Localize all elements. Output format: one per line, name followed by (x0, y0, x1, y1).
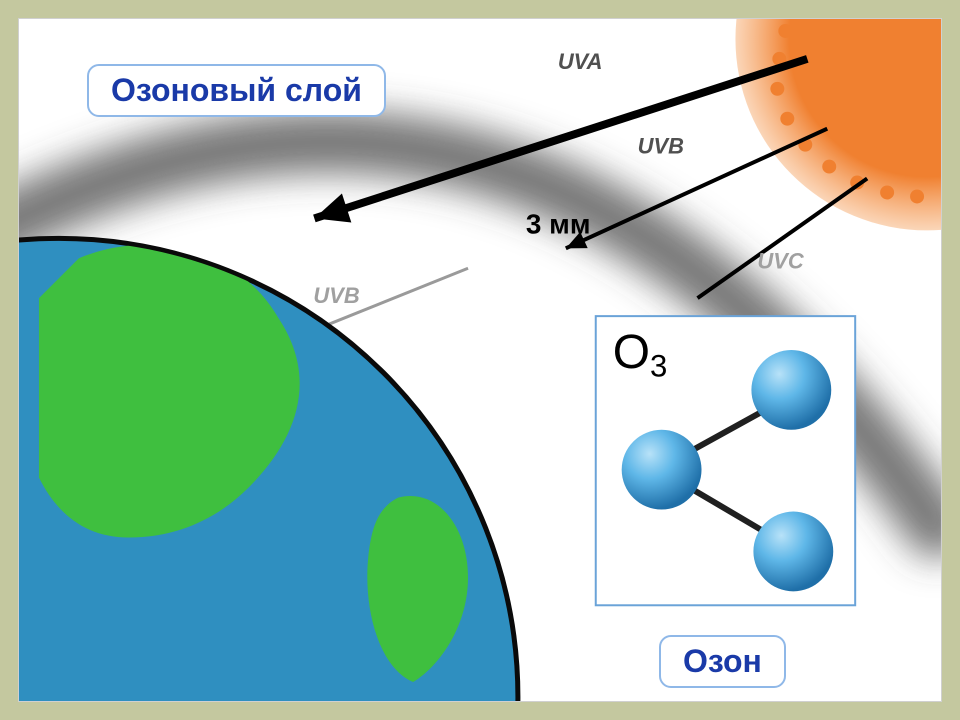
thickness-label: 3 мм (526, 208, 591, 239)
earth (19, 238, 518, 701)
ozone-label: Озон (659, 635, 786, 688)
ozone-text: Озон (683, 643, 762, 679)
uv-label: UVA (558, 49, 603, 74)
uv-label: UVB (313, 283, 359, 308)
uv-label: UVB (638, 134, 684, 159)
slide-frame: O3 UVA UVB UVC UVB 3 мм Озоновый слой Озон (0, 0, 960, 720)
title-label: Озоновый слой (87, 64, 386, 117)
title-text: Озоновый слой (111, 72, 362, 108)
ozone-molecule: O3 (596, 316, 855, 605)
diagram-svg: O3 UVA UVB UVC UVB 3 мм (19, 19, 941, 701)
uv-label: UVC (757, 248, 804, 273)
diagram-canvas: O3 UVA UVB UVC UVB 3 мм Озоновый слой Озон (18, 18, 942, 702)
